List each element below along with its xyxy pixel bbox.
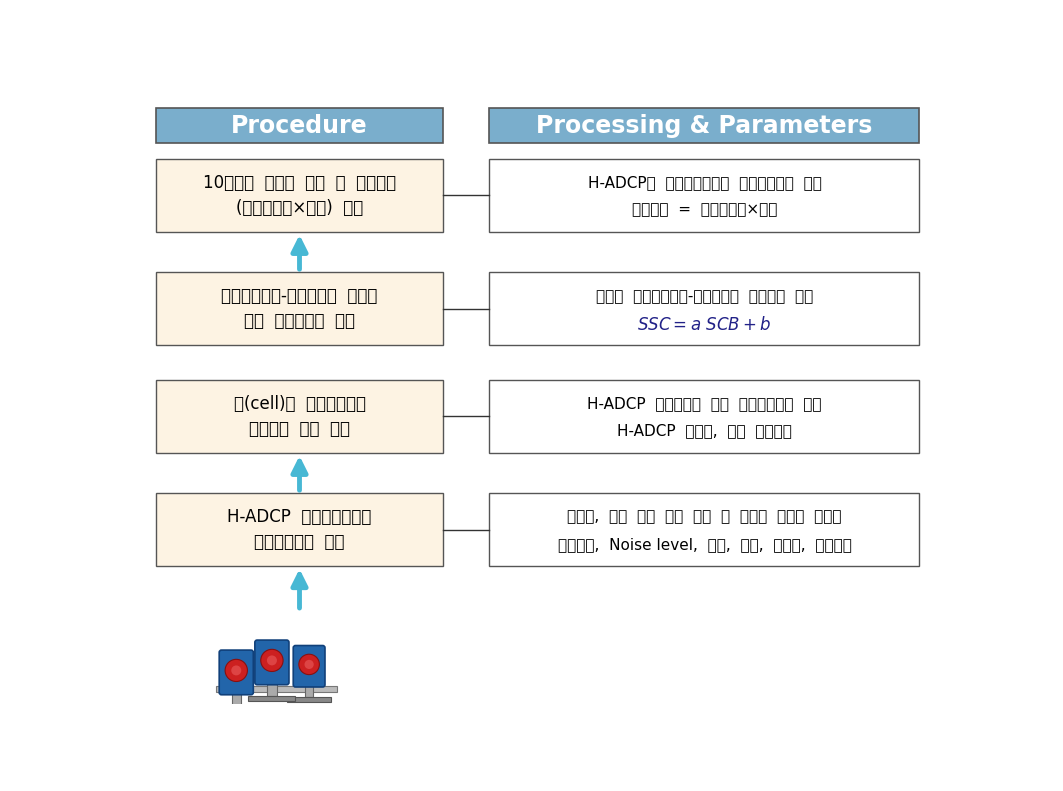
- Text: $\mathit{SSC} = \mathit{a}\ \mathit{SCB} + \mathit{b}$: $\mathit{SSC} = \mathit{a}\ \mathit{SCB}…: [637, 316, 772, 334]
- FancyBboxPatch shape: [213, 706, 259, 711]
- FancyBboxPatch shape: [489, 159, 919, 232]
- FancyBboxPatch shape: [156, 159, 443, 232]
- FancyBboxPatch shape: [255, 640, 289, 685]
- Circle shape: [267, 656, 277, 665]
- FancyBboxPatch shape: [287, 698, 331, 702]
- Circle shape: [299, 654, 319, 675]
- Text: H-ADCP의  유량측정결과와  부유사농도를  이용: H-ADCP의 유량측정결과와 부유사농도를 이용: [588, 176, 822, 191]
- Circle shape: [304, 660, 314, 669]
- Text: 신호강도,  Noise level,  수온,  파속,  주파수,  보정계수: 신호강도, Noise level, 수온, 파속, 주파수, 보정계수: [557, 537, 851, 551]
- Text: Processing & Parameters: Processing & Parameters: [536, 114, 873, 138]
- FancyBboxPatch shape: [267, 683, 276, 696]
- Text: 10분단위  부유사  농도  및  부유사량
(부유사농도×유량)  계산: 10분단위 부유사 농도 및 부유사량 (부유사농도×유량) 계산: [203, 174, 396, 217]
- Circle shape: [225, 660, 248, 682]
- Text: H-ADCP  셀정보,  유효  평균범위: H-ADCP 셀정보, 유효 평균범위: [617, 423, 792, 438]
- Text: H-ADCP  측정영역에  대한  초음파산란도  계산: H-ADCP 측정영역에 대한 초음파산란도 계산: [587, 396, 822, 411]
- Text: 셀(cell)별  초음파산란도
측정영역  평균  산출: 셀(cell)별 초음파산란도 측정영역 평균 산출: [234, 395, 366, 438]
- Text: 개발된  초음파산란도-부유사농도  관계식을  활용: 개발된 초음파산란도-부유사농도 관계식을 활용: [596, 289, 813, 304]
- FancyBboxPatch shape: [305, 685, 314, 698]
- Text: 초음파산란도-부유사농도  관계식
적용  부유사농도  계산: 초음파산란도-부유사농도 관계식 적용 부유사농도 계산: [221, 287, 377, 330]
- FancyBboxPatch shape: [249, 696, 296, 701]
- Text: Procedure: Procedure: [231, 114, 368, 138]
- FancyBboxPatch shape: [156, 380, 443, 453]
- FancyBboxPatch shape: [156, 493, 443, 566]
- FancyBboxPatch shape: [489, 272, 919, 345]
- Text: 빔퍼짐,  물에  의한  흡수  보정  등  초음파  산란도  후처리: 빔퍼짐, 물에 의한 흡수 보정 등 초음파 산란도 후처리: [568, 509, 842, 524]
- Text: 부유사량  =  부유사농도×유량: 부유사량 = 부유사농도×유량: [631, 202, 777, 218]
- FancyBboxPatch shape: [293, 645, 325, 687]
- FancyBboxPatch shape: [217, 686, 337, 692]
- FancyBboxPatch shape: [489, 493, 919, 566]
- FancyBboxPatch shape: [232, 692, 241, 706]
- FancyBboxPatch shape: [219, 650, 253, 694]
- Circle shape: [260, 649, 283, 672]
- FancyBboxPatch shape: [156, 272, 443, 345]
- FancyBboxPatch shape: [489, 380, 919, 453]
- FancyBboxPatch shape: [156, 108, 443, 143]
- FancyBboxPatch shape: [489, 108, 919, 143]
- Text: H-ADCP  원시자료로부터
초음파산란도  산정: H-ADCP 원시자료로부터 초음파산란도 산정: [227, 508, 372, 551]
- Circle shape: [232, 665, 241, 676]
